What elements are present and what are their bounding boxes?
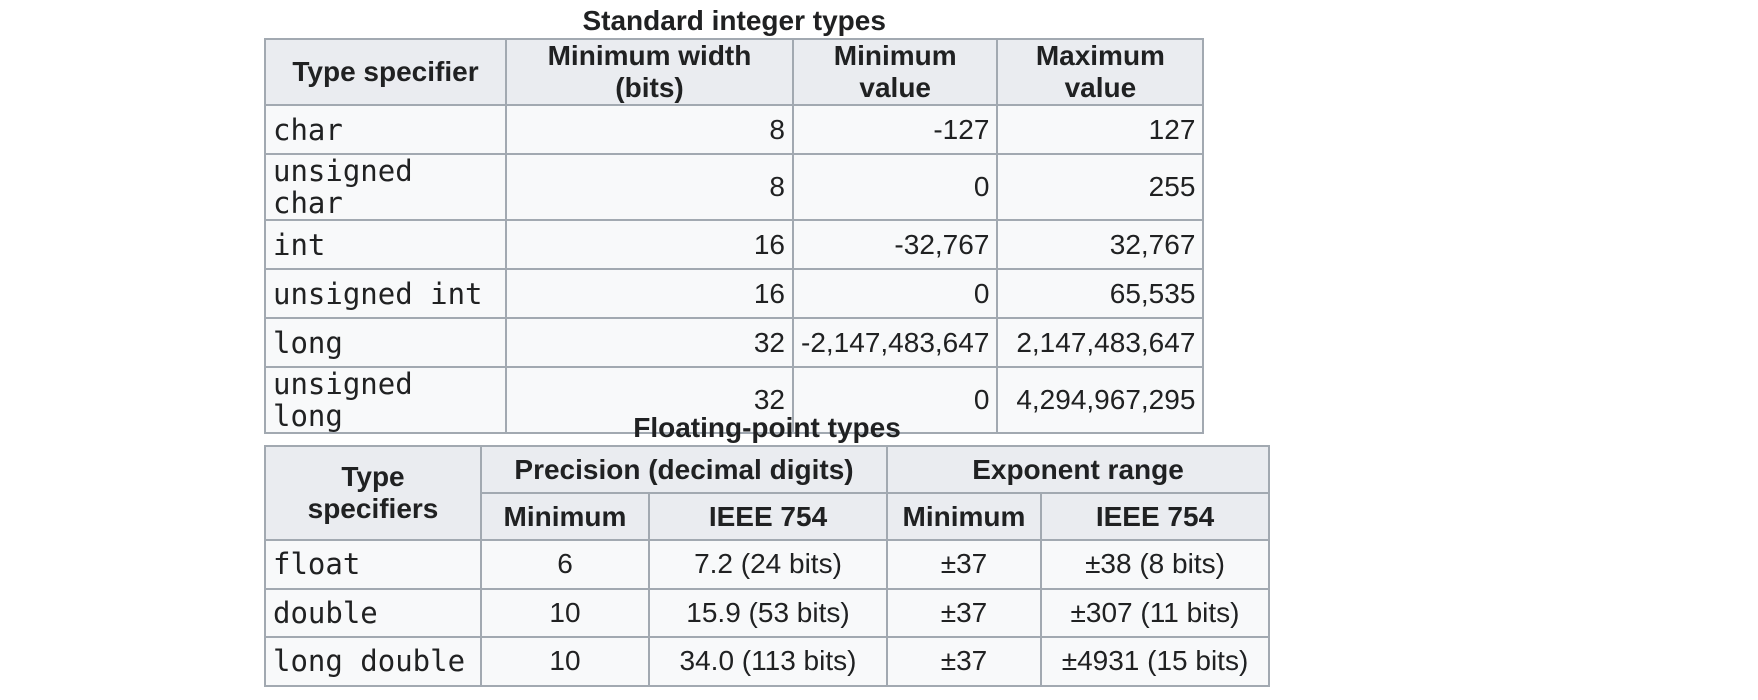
type-cell: double (264, 587, 482, 638)
min-value-cell: 0 (791, 153, 999, 221)
column-header: Type specifiers (264, 445, 482, 541)
type-cell: float (264, 539, 482, 590)
exponent-ieee-cell: ±38 (8 bits) (1040, 539, 1270, 590)
max-value-cell: 32,767 (996, 219, 1205, 270)
table-row: unsigned long 32 0 4,294,967,295 (264, 366, 1205, 434)
table-row: double 10 15.9 (53 bits) ±37 ±307 (11 bi… (264, 587, 1270, 638)
floating-point-types-table: Type specifiers Precision (decimal digit… (264, 445, 1270, 687)
table-row: long double 10 34.0 (113 bits) ±37 ±4931… (264, 636, 1270, 687)
column-header: Minimum width (bits) (505, 38, 794, 106)
width-cell: 16 (505, 219, 794, 270)
precision-min-cell: 10 (480, 636, 650, 687)
table-row: float 6 7.2 (24 bits) ±37 ±38 (8 bits) (264, 539, 1270, 590)
column-header: Type specifier (264, 38, 507, 106)
precision-ieee-cell: 34.0 (113 bits) (648, 636, 888, 687)
precision-ieee-cell: 15.9 (53 bits) (648, 587, 888, 638)
max-value-cell: 2,147,483,647 (996, 317, 1205, 368)
column-group-header: Precision (decimal digits) (480, 445, 888, 494)
integer-types-table: Type specifier Minimum width (bits) Mini… (264, 38, 1205, 434)
max-value-cell: 4,294,967,295 (996, 366, 1205, 434)
table-subheader-row: Minimum IEEE 754 Minimum IEEE 754 (265, 492, 1270, 541)
table-header-row: Type specifiers Precision (decimal digit… (264, 445, 1270, 541)
min-value-cell: 0 (791, 366, 999, 434)
exponent-min-cell: ±37 (886, 539, 1042, 590)
width-cell: 8 (505, 153, 794, 221)
column-group-header: Exponent range (886, 445, 1270, 494)
type-cell: int (264, 219, 507, 270)
min-value-cell: -2,147,483,647 (791, 317, 999, 368)
max-value-cell: 127 (996, 104, 1205, 155)
width-cell: 8 (505, 104, 794, 155)
type-cell: unsigned long (264, 366, 507, 434)
exponent-min-cell: ±37 (886, 636, 1042, 687)
precision-min-cell: 6 (480, 539, 650, 590)
width-cell: 32 (505, 317, 794, 368)
type-cell: unsigned int (264, 268, 507, 319)
type-cell: unsigned char (264, 153, 507, 221)
width-cell: 16 (505, 268, 794, 319)
exponent-ieee-cell: ±307 (11 bits) (1040, 587, 1270, 638)
table-row: unsigned char 8 0 255 (264, 153, 1205, 221)
type-cell: long (264, 317, 507, 368)
precision-ieee-cell: 7.2 (24 bits) (648, 539, 888, 590)
exponent-ieee-cell: ±4931 (15 bits) (1040, 636, 1270, 687)
exponent-min-cell: ±37 (886, 587, 1042, 638)
table-row: char 8 -127 127 (264, 104, 1205, 155)
column-header: IEEE 754 (648, 492, 888, 541)
column-header: Maximum value (996, 38, 1205, 106)
column-header: Minimum (480, 492, 650, 541)
float-table-caption: Floating-point types (633, 412, 901, 443)
column-header: IEEE 754 (1040, 492, 1270, 541)
table-row: long 32 -2,147,483,647 2,147,483,647 (264, 317, 1205, 368)
min-value-cell: -32,767 (791, 219, 999, 270)
precision-min-cell: 10 (480, 587, 650, 638)
column-header: Minimum value (791, 38, 999, 106)
table-row: unsigned int 16 0 65,535 (264, 268, 1205, 319)
floating-point-types-block: Floating-point types Type specifiers Pre… (264, 411, 1270, 687)
integer-types-block: Standard integer types Type specifier Mi… (264, 4, 1205, 434)
min-value-cell: -127 (791, 104, 999, 155)
integer-table-caption: Standard integer types (582, 5, 886, 36)
max-value-cell: 65,535 (996, 268, 1205, 319)
type-cell: char (264, 104, 507, 155)
max-value-cell: 255 (996, 153, 1205, 221)
type-cell: long double (264, 636, 482, 687)
table-header-row: Type specifier Minimum width (bits) Mini… (264, 38, 1205, 106)
min-value-cell: 0 (791, 268, 999, 319)
width-cell: 32 (505, 366, 794, 434)
table-row: int 16 -32,767 32,767 (264, 219, 1205, 270)
column-header: Minimum (886, 492, 1042, 541)
